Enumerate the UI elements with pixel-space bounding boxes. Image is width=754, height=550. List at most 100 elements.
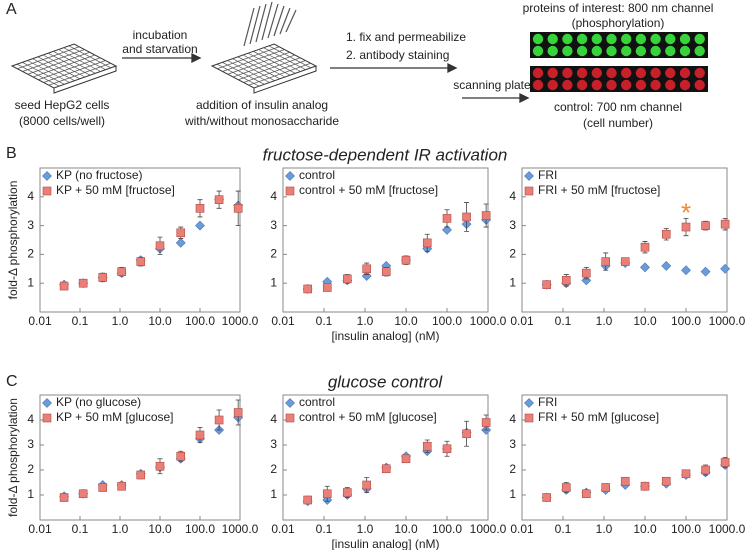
point — [422, 441, 432, 451]
y-tick-label: 1 — [270, 487, 277, 501]
point — [322, 489, 332, 499]
point — [620, 476, 630, 486]
well — [694, 79, 705, 91]
well — [665, 33, 676, 45]
y-tick-label: 3 — [270, 437, 277, 451]
x-tick-label: 1000.0 — [222, 314, 259, 328]
legend-marker — [285, 413, 295, 423]
point — [601, 257, 610, 266]
point — [195, 204, 205, 213]
y-tick-label: 4 — [509, 412, 516, 426]
well — [606, 67, 617, 79]
point — [720, 263, 731, 274]
point — [701, 221, 710, 230]
legend-marker — [42, 398, 52, 408]
plates — [10, 32, 708, 94]
well — [547, 79, 558, 91]
well — [547, 67, 558, 79]
well — [650, 79, 661, 91]
y-tick-label: 1 — [27, 275, 34, 289]
legend-marker — [524, 413, 534, 423]
legend-marker — [524, 398, 534, 408]
well — [532, 67, 544, 79]
point — [233, 204, 243, 213]
plate-grid — [222, 49, 285, 72]
well — [679, 45, 691, 57]
point — [214, 415, 224, 425]
plate-grid — [238, 57, 301, 81]
legend-label: control — [299, 168, 335, 182]
well — [621, 79, 632, 91]
x-axis-label: [insulin analog] (nM) — [331, 329, 439, 343]
x-tick-label: 10.0 — [148, 314, 172, 328]
point — [342, 274, 352, 284]
x-tick-label: 0.1 — [72, 314, 89, 328]
well — [665, 79, 676, 91]
y-tick-label: 3 — [509, 437, 516, 451]
point — [640, 242, 650, 252]
plate-grid — [48, 62, 111, 86]
legend-marker — [285, 186, 295, 196]
point — [98, 273, 108, 282]
y-tick-label: 3 — [27, 437, 34, 451]
well — [694, 45, 705, 57]
well — [679, 67, 691, 79]
x-tick-label: 1.0 — [112, 522, 129, 536]
x-tick-label: 100.0 — [185, 314, 215, 328]
legend-label: FRI — [538, 395, 557, 409]
well — [621, 67, 632, 79]
legend-label: KP (no glucose) — [56, 395, 141, 409]
well — [606, 45, 617, 57]
point — [681, 265, 691, 276]
well — [547, 45, 558, 57]
panel-letter: C — [6, 373, 18, 390]
legend-marker — [524, 171, 534, 181]
point — [422, 238, 432, 248]
y-tick-label: 2 — [27, 247, 34, 261]
caption: control: 700 nm channel — [554, 100, 682, 114]
point — [442, 224, 452, 235]
y-tick-label: 2 — [27, 462, 34, 476]
point — [381, 464, 391, 474]
y-tick-label: 3 — [509, 218, 516, 232]
point — [701, 465, 710, 475]
y-tick-label: 1 — [270, 275, 277, 289]
x-tick-label: 10.0 — [394, 522, 418, 536]
x-tick-label: 10.0 — [633, 314, 657, 328]
plot-frame — [521, 167, 728, 313]
x-tick-label: 100.0 — [671, 314, 701, 328]
well — [591, 33, 602, 45]
well — [562, 45, 573, 57]
y-tick-label: 1 — [27, 487, 34, 501]
caption: seed HepG2 cells — [15, 98, 110, 112]
x-tick-label: 1000.0 — [709, 314, 746, 328]
annotation: * — [681, 198, 691, 228]
point — [720, 219, 730, 229]
well — [621, 45, 632, 57]
point — [322, 283, 332, 292]
point — [581, 268, 591, 278]
point — [661, 476, 671, 486]
caption: with/without monosaccharide — [184, 114, 339, 128]
legend-marker — [285, 398, 295, 408]
point — [136, 470, 146, 480]
plate-grid — [248, 62, 311, 86]
point — [442, 214, 452, 223]
point — [561, 483, 571, 492]
y-tick-label: 4 — [509, 189, 516, 203]
well — [621, 33, 632, 45]
y-tick-label: 4 — [270, 189, 277, 203]
x-tick-label: 0.01 — [28, 314, 52, 328]
x-tick-label: 0.01 — [510, 522, 534, 536]
point — [98, 483, 108, 492]
well — [591, 45, 602, 57]
point — [661, 260, 672, 271]
well — [576, 33, 588, 45]
well — [679, 33, 691, 45]
y-tick-label: 3 — [27, 218, 34, 232]
point — [681, 469, 691, 479]
y-tick-label: 3 — [270, 218, 277, 232]
y-axis-label: fold-Δ phosphorylation — [6, 398, 20, 517]
plot-frame — [282, 394, 489, 521]
legend-label: control + 50 mM [glucose] — [299, 410, 437, 424]
